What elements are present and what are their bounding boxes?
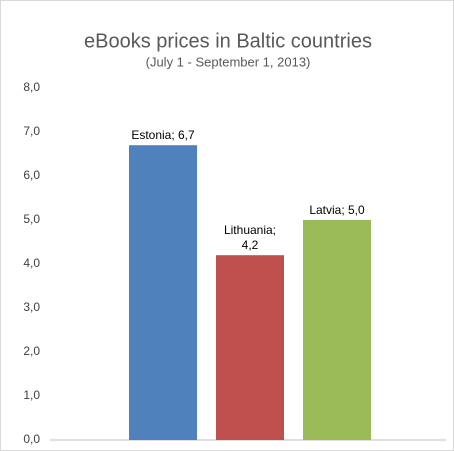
y-tick-label: 6,0 xyxy=(23,168,40,182)
y-tick-label: 0,0 xyxy=(23,432,40,446)
y-tick-label: 8,0 xyxy=(23,80,40,94)
data-label-box: Estonia; 6,7 xyxy=(131,128,195,143)
y-tick-label: 3,0 xyxy=(23,300,40,314)
y-tick-label: 5,0 xyxy=(23,212,40,226)
chart-title: eBooks prices in Baltic countries xyxy=(84,30,372,52)
data-label: Estonia; 6,7 xyxy=(131,128,195,143)
bar xyxy=(303,220,371,440)
y-tick-label: 1,0 xyxy=(23,388,40,402)
y-tick-label: 7,0 xyxy=(23,124,40,138)
y-tick-label: 4,0 xyxy=(23,256,40,270)
data-label: Latvia; 5,0 xyxy=(309,203,365,217)
y-tick-label: 2,0 xyxy=(23,344,40,358)
data-label-box: Latvia; 5,0 xyxy=(309,203,365,217)
chart-subtitle: (July 1 - September 1, 2013) xyxy=(146,54,311,69)
data-label: Lithuania; 4,2 xyxy=(223,223,277,253)
bar xyxy=(129,145,197,440)
data-label-box: Lithuania; 4,2 xyxy=(223,223,277,253)
bar xyxy=(216,255,284,440)
